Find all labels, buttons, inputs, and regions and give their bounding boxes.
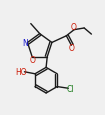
Text: HO: HO: [15, 67, 27, 76]
Text: Cl: Cl: [67, 84, 75, 93]
Text: N: N: [22, 38, 28, 47]
Text: O: O: [69, 44, 75, 53]
Text: O: O: [71, 23, 77, 32]
Text: O: O: [29, 56, 35, 65]
